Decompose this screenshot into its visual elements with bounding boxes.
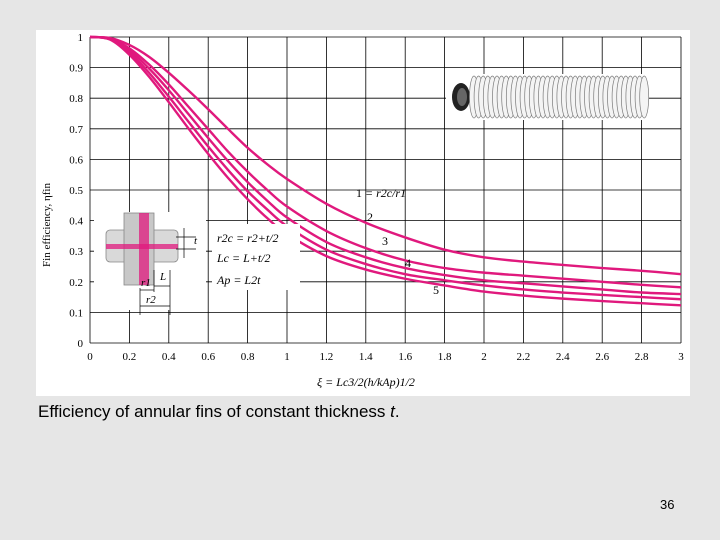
curve-label-1: 1 <box>356 186 362 200</box>
curve-label-5: 5 <box>433 283 439 297</box>
inset-label-r2: r2 <box>146 294 156 306</box>
curve-label-3: 3 <box>382 234 388 248</box>
y-tick-label: 0.1 <box>69 307 83 319</box>
chart-figure: 0 0.1 0.2 0.3 0.4 0.5 0.6 0.7 0.8 0.9 1 0 0.2 0.4 0.6… <box>36 30 690 396</box>
formula-lc: Lc = L+t/2 <box>216 251 271 265</box>
x-tick-label: 1.2 <box>320 351 334 363</box>
page-number: 36 <box>660 497 675 512</box>
y-tick-label: 0.8 <box>69 93 83 105</box>
x-axis-label: ξ = Lc3/2(h/kAp)1/2 <box>317 375 415 389</box>
formula-background <box>212 224 300 290</box>
curve-1 <box>89 35 682 276</box>
x-tick-label: 2.8 <box>635 351 649 363</box>
annular-fin-diagram: t r1 L r2 <box>94 212 206 315</box>
x-tick-label: 0 <box>87 351 93 363</box>
y-tick-label: 0.5 <box>69 185 83 197</box>
x-tick-label: 0.8 <box>241 351 255 363</box>
x-tick-label: 2 <box>481 351 487 363</box>
x-tick-label: 2.6 <box>595 351 609 363</box>
x-tick-label: 2.2 <box>517 351 531 363</box>
tube-fin-ring <box>639 75 650 119</box>
formula-ap: Ap = L2t <box>216 273 261 287</box>
y-tick-label: 1 <box>78 32 84 44</box>
fin-efficiency-chart: 0 0.1 0.2 0.3 0.4 0.5 0.6 0.7 0.8 0.9 1 0 0.2 0.4 0.6… <box>41 32 684 389</box>
y-tick-labels: 0 0.1 0.2 0.3 0.4 0.5 0.6 0.7 0.8 0.9 1 <box>69 32 83 350</box>
x-tick-labels: 0 0.2 0.4 0.6 0.8 1 1.2 1.4 1.6 1.8 2 2.2 2.4 2.6 2.8 3 <box>87 351 684 363</box>
finned-tube-image <box>446 74 650 120</box>
y-tick-label: 0 <box>78 338 84 350</box>
y-tick-label: 0.9 <box>69 63 83 75</box>
inset-label-L: L <box>159 271 166 283</box>
y-tick-label: 0.6 <box>69 154 83 166</box>
x-tick-label: 1.8 <box>438 351 452 363</box>
curve-annotation-1: = r2c/r1 <box>365 186 406 200</box>
inset-label-t: t <box>194 235 198 247</box>
curve-2 <box>89 35 682 289</box>
x-tick-label: 0.2 <box>123 351 137 363</box>
x-tick-label: 1.4 <box>359 351 373 363</box>
y-tick-label: 0.2 <box>69 277 83 289</box>
x-tick-label: 2.4 <box>556 351 570 363</box>
x-tick-label: 1 <box>284 351 290 363</box>
curve-label-4: 4 <box>405 256 411 270</box>
figure-caption: Efficiency of annular fins of constant t… <box>38 402 400 421</box>
x-tick-label: 1.6 <box>398 351 412 363</box>
y-axis-label: Fin efficiency, ηfin <box>41 183 53 267</box>
curve-label-2: 2 <box>367 210 373 224</box>
y-tick-label: 0.3 <box>69 246 83 258</box>
x-tick-label: 0.4 <box>162 351 176 363</box>
x-tick-label: 3 <box>678 351 684 363</box>
x-tick-label: 0.6 <box>201 351 215 363</box>
formula-r2c: r2c = r2+t/2 <box>217 231 279 245</box>
curve-3 <box>89 35 682 296</box>
y-tick-label: 0.7 <box>69 124 83 136</box>
inset-label-r1: r1 <box>141 277 151 289</box>
y-tick-label: 0.4 <box>69 216 83 228</box>
